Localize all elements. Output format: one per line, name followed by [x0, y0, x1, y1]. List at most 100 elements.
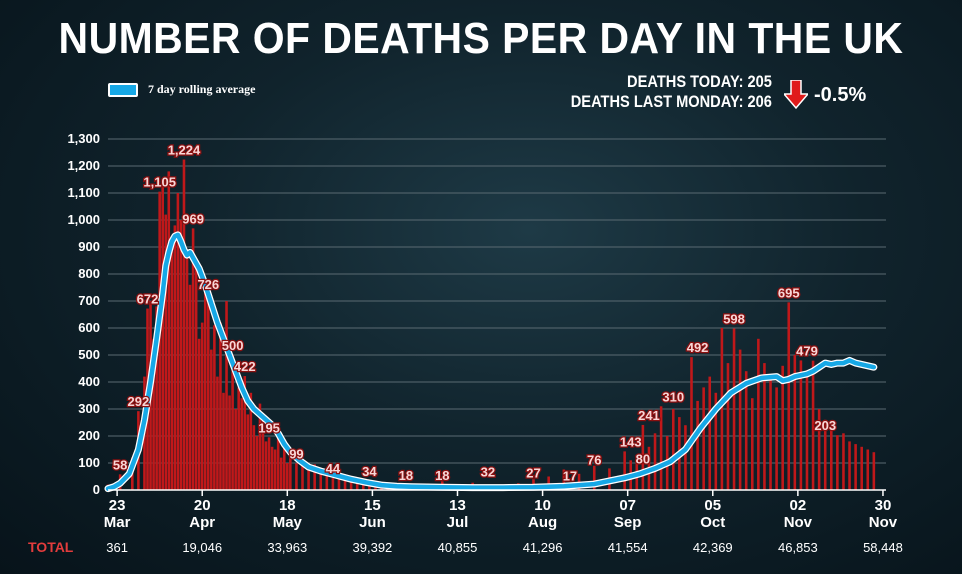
data-label: 18 — [399, 468, 413, 483]
legend-label-rolling-average: 7 day rolling average — [148, 82, 256, 96]
bar — [206, 293, 210, 490]
bar — [228, 395, 231, 490]
bar — [155, 306, 158, 490]
bar — [337, 473, 341, 490]
death-stats: DEATHS TODAY: 205 DEATHS LAST MONDAY: 20… — [571, 72, 772, 112]
bar — [872, 452, 876, 490]
bar — [319, 471, 323, 490]
bar — [726, 363, 730, 490]
bar — [182, 159, 186, 490]
data-label: 1,224 — [168, 143, 201, 158]
y-tick-label: 1,000 — [67, 212, 100, 227]
bar — [216, 376, 219, 490]
x-tick-day: 20 — [194, 497, 211, 514]
data-label: 695 — [778, 285, 800, 300]
data-label: 32 — [481, 464, 495, 479]
bar — [225, 301, 228, 490]
bar — [714, 392, 718, 490]
y-tick-label: 1,300 — [67, 131, 100, 146]
bar — [179, 220, 183, 490]
deaths-last-monday: DEATHS LAST MONDAY: 206 — [570, 92, 772, 111]
bar — [671, 409, 675, 490]
data-label: 672 — [137, 292, 159, 307]
bar — [286, 463, 289, 490]
bar — [860, 446, 863, 490]
data-label: 44 — [326, 461, 341, 476]
bar — [653, 433, 657, 490]
bar — [258, 403, 262, 490]
data-label: 492 — [687, 340, 709, 355]
bar — [164, 214, 168, 490]
bar — [744, 371, 748, 490]
bar — [720, 328, 724, 490]
y-tick-label: 0 — [93, 482, 100, 497]
data-label: 34 — [362, 464, 377, 479]
data-label: 27 — [526, 466, 540, 481]
bar — [213, 325, 216, 490]
bar — [243, 376, 247, 490]
bar — [325, 473, 329, 490]
total-value: 46,853 — [778, 540, 818, 555]
bar — [811, 360, 815, 490]
total-label: TOTAL — [28, 539, 74, 555]
bar — [246, 414, 250, 490]
data-label: 598 — [723, 312, 745, 327]
legend: 7 day rolling average — [108, 82, 255, 97]
bar — [255, 436, 259, 490]
data-label: 479 — [796, 344, 818, 359]
bar — [173, 225, 177, 490]
bar — [237, 387, 240, 490]
data-label: 76 — [587, 452, 601, 467]
bar — [769, 376, 772, 490]
bar — [210, 349, 213, 490]
x-tick-month: Apr — [189, 514, 215, 531]
bar — [623, 451, 626, 490]
bar — [191, 228, 195, 490]
bar — [684, 425, 687, 490]
y-tick-label: 600 — [78, 320, 100, 335]
total-value: 19,046 — [182, 540, 222, 555]
x-tick-month: Jul — [447, 514, 469, 531]
bar — [152, 338, 155, 490]
total-value: 361 — [106, 540, 128, 555]
y-tick-label: 900 — [78, 239, 100, 254]
data-label: 80 — [636, 451, 650, 466]
data-label: 241 — [638, 408, 660, 423]
x-tick-day: 05 — [704, 497, 721, 514]
x-tick-month: May — [273, 514, 303, 531]
bar — [203, 284, 207, 490]
x-tick-day: 13 — [449, 497, 466, 514]
total-value: 42,369 — [693, 540, 733, 555]
bar — [775, 387, 778, 490]
data-label: 195 — [258, 420, 280, 435]
x-tick-day: 18 — [279, 497, 296, 514]
y-tick-label: 500 — [78, 347, 100, 362]
data-label: 422 — [234, 359, 256, 374]
data-label: 726 — [197, 277, 219, 292]
bar — [702, 387, 705, 490]
bar — [161, 179, 164, 490]
bar — [301, 460, 304, 490]
bar — [176, 193, 180, 490]
bar — [732, 328, 736, 490]
bar — [197, 338, 201, 490]
total-value: 58,448 — [863, 540, 903, 555]
y-tick-label: 300 — [78, 401, 100, 416]
bar — [659, 406, 663, 490]
bar — [234, 409, 237, 490]
y-tick-label: 1,200 — [67, 158, 100, 173]
total-value: 41,296 — [523, 540, 563, 555]
bar — [331, 478, 335, 490]
y-tick-label: 400 — [78, 374, 100, 389]
bar — [793, 355, 797, 490]
bar — [854, 444, 857, 490]
bar — [307, 468, 310, 490]
bar — [252, 425, 256, 490]
x-tick-month: Sep — [614, 514, 642, 531]
down-arrow-icon — [784, 80, 808, 110]
bar — [167, 171, 171, 490]
bar — [368, 483, 371, 490]
x-tick-day: 23 — [109, 497, 126, 514]
legend-swatch-rolling-average — [108, 82, 138, 97]
bar — [738, 349, 742, 490]
